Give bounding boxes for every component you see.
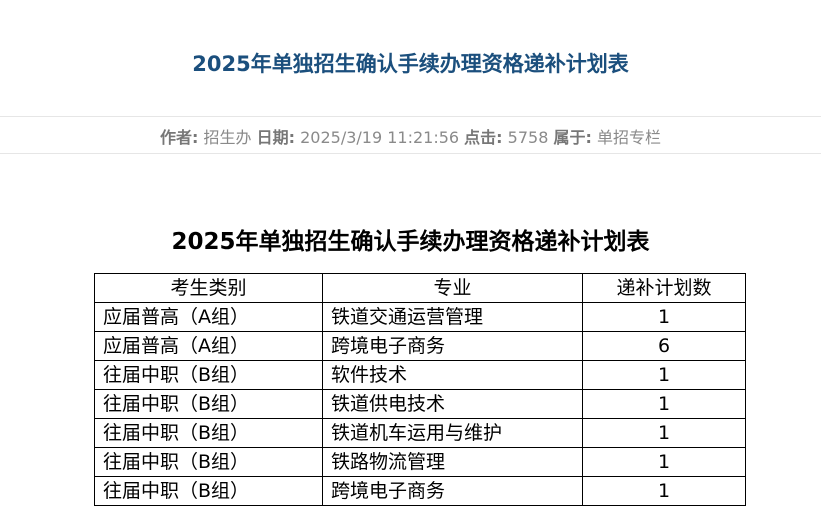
cell-category: 往届中职（B组） xyxy=(94,389,323,419)
table-row: 往届中职（B组） 铁道机车运用与维护 1 xyxy=(94,418,746,448)
author-label: 作者: xyxy=(159,128,199,147)
cell-major: 跨境电子商务 xyxy=(322,331,583,361)
cell-count: 1 xyxy=(582,447,746,477)
clicks-label: 点击: xyxy=(464,128,503,147)
cell-count: 1 xyxy=(582,418,746,448)
content-heading: 2025年单独招生确认手续办理资格递补计划表 xyxy=(171,229,650,255)
cell-category: 往届中职（B组） xyxy=(94,418,323,448)
cell-major: 铁道交通运营管理 xyxy=(322,302,583,332)
category-label: 属于: xyxy=(553,128,592,147)
cell-major: 软件技术 xyxy=(322,360,583,390)
cell-count: 1 xyxy=(582,476,746,506)
cell-count: 1 xyxy=(582,360,746,390)
date-label: 日期: xyxy=(256,128,295,147)
header-category: 考生类别 xyxy=(94,273,323,303)
header-major: 专业 xyxy=(322,273,583,303)
cell-count: 6 xyxy=(582,331,746,361)
cell-category: 应届普高（A组） xyxy=(94,331,323,361)
cell-major: 跨境电子商务 xyxy=(322,476,583,506)
author: 招生办 xyxy=(203,128,252,147)
cell-category: 应届普高（A组） xyxy=(94,302,323,332)
table-row: 往届中职（B组） 铁路物流管理 1 xyxy=(94,447,746,477)
cell-count: 1 xyxy=(582,302,746,332)
cell-major: 铁道机车运用与维护 xyxy=(322,418,583,448)
cell-major: 铁路物流管理 xyxy=(322,447,583,477)
table-row: 往届中职（B组） 铁道供电技术 1 xyxy=(94,389,746,419)
category[interactable]: 单招专栏 xyxy=(596,128,661,147)
date: 2025/3/19 11:21:56 xyxy=(300,128,460,147)
divider xyxy=(0,116,821,117)
cell-category: 往届中职（B组） xyxy=(94,476,323,506)
table-header-row: 考生类别 专业 递补计划数 xyxy=(94,273,746,303)
cell-category: 往届中职（B组） xyxy=(94,447,323,477)
plan-table: 考生类别 专业 递补计划数 应届普高（A组） 铁道交通运营管理 1 应届普高（A组）跨… xyxy=(94,273,746,506)
table-row: 应届普高（A组） 铁道交通运营管理 1 xyxy=(94,302,746,332)
table-row: 往届中职（B组） 跨境电子商务 1 xyxy=(94,476,746,506)
header-count: 递补计划数 xyxy=(582,273,746,303)
article-meta: 作者: 招生办 日期: 2025/3/19 11:21:56 点击: 5758 … xyxy=(0,124,821,148)
table-row: 往届中职（B组） 软件技术 1 xyxy=(94,360,746,390)
clicks: 5758 xyxy=(507,128,549,147)
cell-major: 铁道供电技术 xyxy=(322,389,583,419)
divider xyxy=(0,153,821,154)
cell-category: 往届中职（B组） xyxy=(94,360,323,390)
article-title: 2025年单独招生确认手续办理资格递补计划表 xyxy=(192,52,629,76)
cell-count: 1 xyxy=(582,389,746,419)
table-row: 应届普高（A组） 跨境电子商务 6 xyxy=(94,331,746,361)
